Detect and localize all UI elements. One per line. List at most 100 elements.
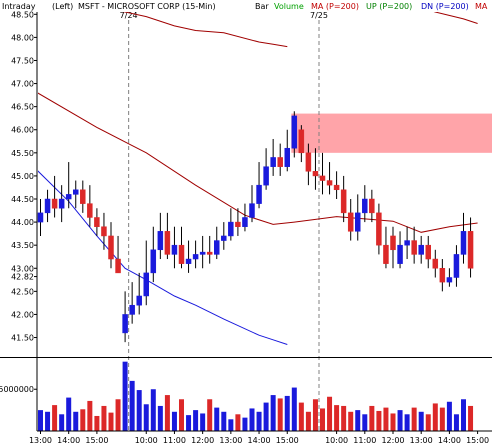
price-tick-label: 44.00 xyxy=(11,218,34,227)
candle-body xyxy=(206,251,213,255)
candle-body xyxy=(192,254,199,260)
volume-bar xyxy=(418,411,424,431)
resistance-band-layer xyxy=(291,113,492,153)
candle xyxy=(192,240,199,269)
candle-body xyxy=(150,249,157,274)
candle xyxy=(362,185,368,223)
volume-bar xyxy=(270,395,276,431)
candle-body xyxy=(277,157,283,167)
candle-body xyxy=(284,147,290,167)
candle xyxy=(129,282,135,324)
volume-bar xyxy=(38,410,43,431)
candle xyxy=(206,235,213,264)
price-tick-label: 48.50 xyxy=(11,10,34,19)
volume-bar xyxy=(369,405,375,431)
volume-bar xyxy=(73,411,79,431)
candle-body xyxy=(101,226,107,237)
volume-bar xyxy=(179,399,184,431)
candle-body xyxy=(453,254,460,278)
session-label-7-24: 7/24 xyxy=(120,11,138,20)
candle xyxy=(263,148,269,190)
candle-body xyxy=(249,203,255,218)
candle xyxy=(270,138,276,176)
volume-bar xyxy=(129,380,135,431)
time-tick-label: 10:00 xyxy=(325,436,348,445)
candle xyxy=(37,199,44,236)
candle xyxy=(390,226,396,269)
candle xyxy=(277,143,283,176)
volume-bar xyxy=(59,414,65,431)
time-tick-label: 14:00 xyxy=(248,436,271,445)
volume-tick-label: 5000000 xyxy=(0,385,34,394)
candle-body xyxy=(263,166,269,186)
candle-body xyxy=(298,129,305,154)
candle xyxy=(291,111,298,158)
time-axis: 13:00 14:00 15:00 10:00 11:00 12:00 13:00 14:00… xyxy=(29,431,489,445)
candle-body xyxy=(362,198,368,214)
volume-bar xyxy=(453,414,459,431)
volume-bar xyxy=(305,411,311,431)
candle-body xyxy=(44,198,51,214)
candle-body xyxy=(432,258,439,269)
candle-body xyxy=(347,212,354,232)
resistance-band xyxy=(291,113,492,153)
volume-bar xyxy=(468,405,474,431)
candle-body xyxy=(305,152,312,172)
candle xyxy=(136,272,142,315)
candle xyxy=(115,235,121,274)
candle-body xyxy=(312,171,319,177)
time-tick-label: 13:00 xyxy=(29,436,52,445)
price-tick-label: 42.00 xyxy=(11,310,34,319)
candle-body xyxy=(390,235,396,251)
volume-bar xyxy=(242,417,248,431)
volume-bar xyxy=(221,411,227,431)
candle xyxy=(467,217,474,278)
candle-body xyxy=(319,175,326,181)
volume-bar xyxy=(256,411,262,431)
candle xyxy=(439,259,446,292)
candle-body xyxy=(171,244,178,255)
volume-bar xyxy=(115,399,121,431)
candle xyxy=(101,212,107,250)
price-tick-label: 45.00 xyxy=(11,172,34,181)
candlesticks xyxy=(37,111,474,343)
candle xyxy=(228,208,234,241)
volume-bar xyxy=(327,396,333,431)
volume-bar xyxy=(404,414,410,431)
candle xyxy=(199,235,206,269)
price-axis: 48.50 48.00 47.50 47.00 46.50 46.00 45.50 45.00… xyxy=(11,10,37,343)
candle-body xyxy=(51,198,58,209)
volume-bar xyxy=(320,408,325,431)
candle-body xyxy=(235,221,241,227)
candle-body xyxy=(460,231,467,255)
candle-body xyxy=(80,189,86,204)
candle-body xyxy=(87,203,93,218)
price-tick-label: 45.50 xyxy=(11,149,34,158)
candle-body xyxy=(242,217,248,227)
volume-bar xyxy=(355,410,361,431)
volume-bar xyxy=(207,399,213,431)
candle-body xyxy=(37,212,44,223)
volume-bar xyxy=(143,404,149,431)
dn-200-line xyxy=(38,170,288,345)
price-tick-label: 44.50 xyxy=(11,195,34,204)
time-tick-label: 15:00 xyxy=(85,436,108,445)
header-left: (Left) xyxy=(52,2,73,11)
volume-bar xyxy=(136,390,142,431)
chart-title: MSFT - MICROSOFT CORP (15-Min) xyxy=(78,2,216,11)
candle xyxy=(249,185,255,223)
candle xyxy=(122,291,128,343)
ma-200-line xyxy=(38,92,478,233)
volume-bar xyxy=(411,407,417,431)
candle-body xyxy=(122,314,128,334)
candle xyxy=(44,189,51,223)
volume-bar xyxy=(298,402,304,431)
time-tick-label: 14:00 xyxy=(438,436,461,445)
time-tick-label: 13:00 xyxy=(219,436,242,445)
volume-bar xyxy=(235,414,241,431)
candle-body xyxy=(411,240,417,255)
legend-bar: Bar xyxy=(255,2,269,11)
volume-bar xyxy=(362,414,368,431)
candle xyxy=(221,222,227,250)
